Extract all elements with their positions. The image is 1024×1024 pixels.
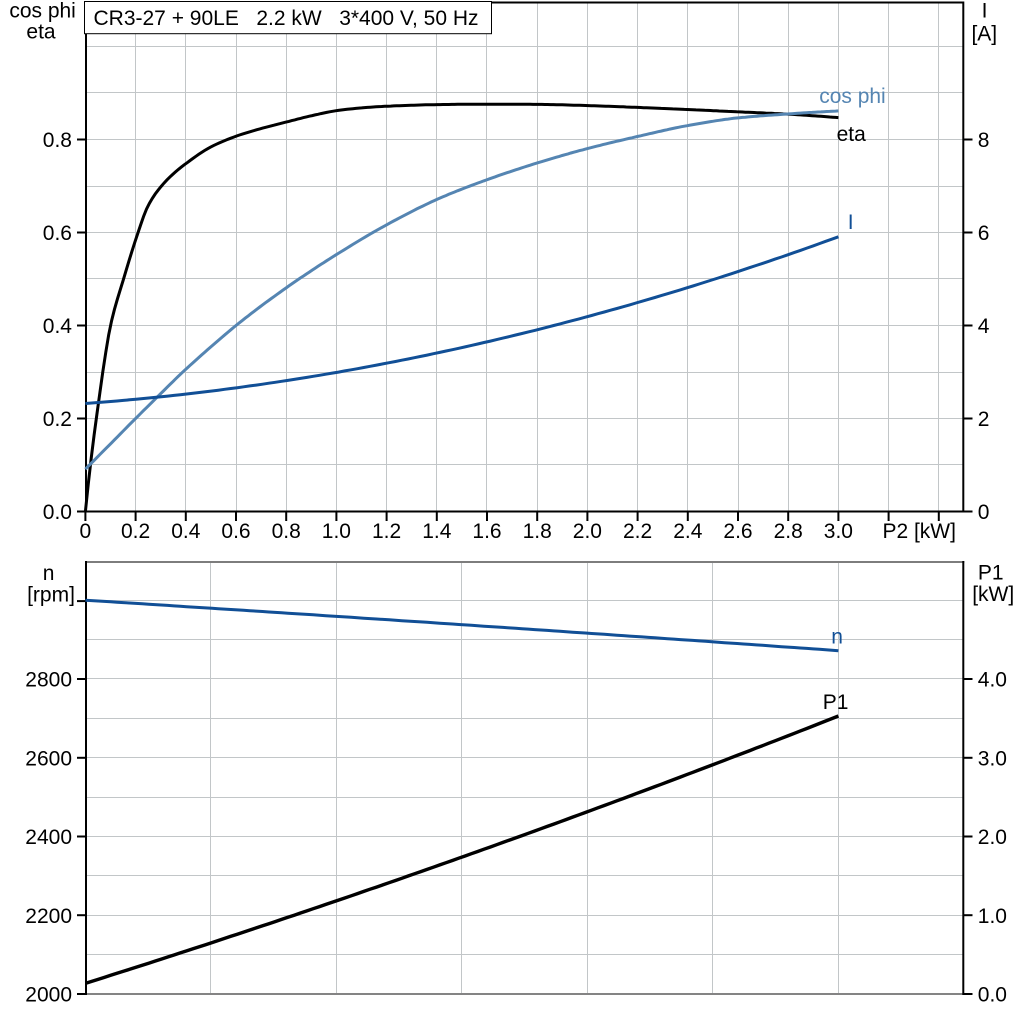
svg-text:3.0: 3.0	[978, 747, 1007, 770]
svg-text:0: 0	[80, 520, 92, 543]
svg-text:P1: P1	[978, 561, 1004, 584]
svg-text:2800: 2800	[25, 669, 72, 692]
svg-text:I: I	[848, 211, 854, 234]
svg-text:0.0: 0.0	[43, 501, 72, 524]
svg-text:0.8: 0.8	[272, 520, 301, 543]
svg-text:cos phi: cos phi	[819, 85, 886, 108]
svg-text:P2 [kW]: P2 [kW]	[882, 520, 956, 543]
svg-text:1.6: 1.6	[472, 520, 501, 543]
svg-text:I: I	[982, 0, 988, 23]
svg-text:2.4: 2.4	[673, 520, 703, 543]
svg-text:2200: 2200	[25, 905, 72, 928]
svg-text:0.4: 0.4	[43, 315, 73, 338]
svg-text:0.6: 0.6	[43, 222, 72, 245]
svg-text:1.0: 1.0	[978, 905, 1007, 928]
svg-text:1.0: 1.0	[322, 520, 351, 543]
svg-text:1.4: 1.4	[422, 520, 452, 543]
svg-text:2: 2	[978, 408, 990, 431]
svg-text:1.2: 1.2	[372, 520, 401, 543]
svg-text:2.0: 2.0	[978, 826, 1007, 849]
svg-text:eta: eta	[26, 20, 56, 43]
svg-text:P1: P1	[823, 691, 849, 714]
svg-text:0.6: 0.6	[221, 520, 250, 543]
svg-text:0.4: 0.4	[171, 520, 201, 543]
svg-text:2000: 2000	[25, 984, 72, 1007]
svg-text:1.8: 1.8	[523, 520, 552, 543]
svg-text:2.2: 2.2	[623, 520, 652, 543]
svg-text:CR3-27 + 90LE 2.2 kW 3*400: CR3-27 + 90LE 2.2 kW 3*400 V, 50 Hz	[94, 7, 479, 30]
svg-text:n: n	[43, 562, 55, 585]
svg-text:[kW]: [kW]	[972, 583, 1014, 606]
svg-text:0.2: 0.2	[121, 520, 150, 543]
svg-text:0.0: 0.0	[978, 984, 1007, 1007]
svg-text:eta: eta	[837, 123, 867, 146]
svg-text:2.6: 2.6	[723, 520, 752, 543]
svg-text:2600: 2600	[25, 747, 72, 770]
svg-text:3.0: 3.0	[824, 520, 853, 543]
svg-text:4.0: 4.0	[978, 669, 1007, 692]
svg-text:[rpm]: [rpm]	[27, 583, 75, 606]
svg-text:cos phi: cos phi	[9, 0, 76, 23]
svg-text:n: n	[831, 625, 843, 648]
svg-text:[A]: [A]	[971, 23, 997, 46]
svg-text:2400: 2400	[25, 826, 72, 849]
svg-text:8: 8	[978, 129, 990, 152]
svg-text:2.8: 2.8	[774, 520, 803, 543]
svg-text:0: 0	[978, 501, 990, 524]
svg-text:0.2: 0.2	[43, 408, 72, 431]
svg-text:6: 6	[978, 222, 990, 245]
svg-text:4: 4	[978, 315, 990, 338]
svg-text:0.8: 0.8	[43, 129, 72, 152]
svg-text:2.0: 2.0	[573, 520, 602, 543]
